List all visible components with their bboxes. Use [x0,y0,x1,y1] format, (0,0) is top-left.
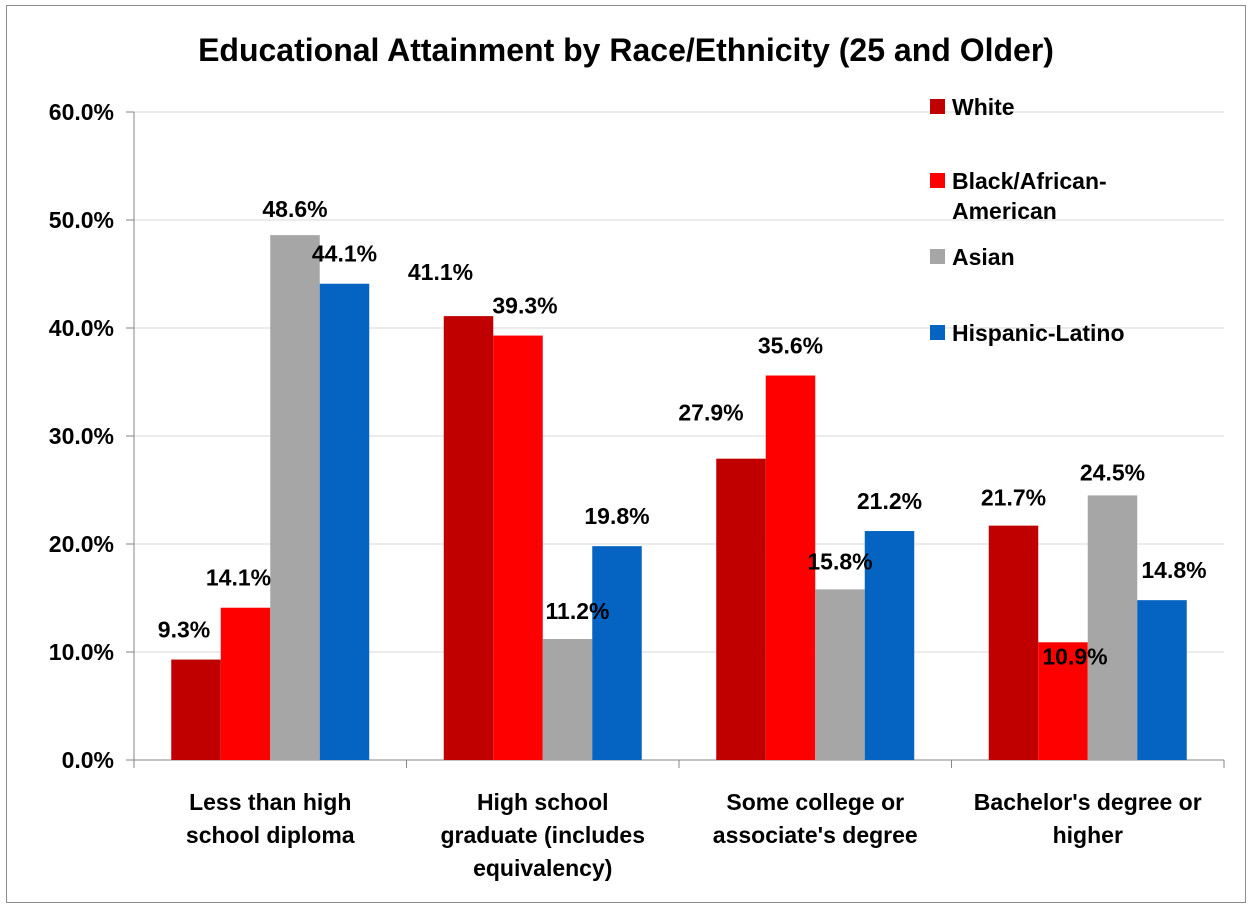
y-tick-label: 10.0% [49,639,114,665]
bar-white-2 [443,316,494,760]
legend-swatch-white [930,99,945,114]
x-category-label: High school [477,789,609,815]
bar-asian-3 [815,589,865,760]
data-label: 35.6% [758,333,823,359]
chart-title: Educational Attainment by Race/Ethnicity… [198,32,1054,68]
data-label: 11.2% [546,598,610,624]
legend-label-line: American [952,198,1057,224]
legend-label-hispanic-latino: Hispanic-Latino [952,320,1125,346]
legend-item-asian: Asian [930,242,1152,272]
x-category-label: Less than high [189,789,351,815]
legend-label-black-african-american: Black/African- American [952,166,1152,226]
data-label: 21.7% [981,485,1046,511]
bar-black-african-american-3 [765,375,816,760]
data-label: 24.5% [1080,459,1145,485]
bar-white-1 [171,659,221,760]
legend-item-hispanic-latino: Hispanic-Latino [930,318,1152,348]
data-label: 48.6% [262,196,327,222]
data-label: 21.2% [857,488,922,514]
bar-black-african-american-2 [493,335,543,760]
y-tick-label: 50.0% [49,207,114,233]
bar-asian-1 [270,235,320,760]
x-category-label: graduate (includes [441,822,645,848]
bar-hispanic-latino-1 [319,283,370,760]
data-label: 15.8% [807,548,872,574]
legend-label-white: White [952,94,1015,120]
x-category-label: school diploma [186,822,355,848]
data-label: 44.1% [312,241,377,267]
bar-black-african-american-1 [220,607,271,760]
x-category-label: higher [1053,822,1123,848]
data-label: 14.1% [206,565,271,591]
legend-label-line: Black/African- [952,168,1107,194]
y-tick-label: 40.0% [49,315,114,341]
bar-asian-4 [1087,495,1138,760]
bar-white-3 [716,458,766,760]
y-tick-label: 30.0% [49,423,114,449]
data-label: 10.9% [1042,643,1107,669]
data-label: 9.3% [158,617,210,643]
bar-hispanic-latino-4 [1137,600,1187,760]
y-tick-label: 60.0% [49,99,114,125]
bar-white-4 [988,525,1039,760]
data-label: 41.1% [408,259,473,285]
data-label: 27.9% [678,400,743,426]
legend-swatch-hispanic-latino [930,325,945,340]
legend-item-black-african-american: Black/African- American [930,166,1152,226]
x-category-label: associate's degree [713,822,918,848]
bar-hispanic-latino-3 [864,531,915,760]
x-category-label: Some college or [726,789,904,815]
data-label: 19.8% [584,503,649,529]
legend-swatch-black-african-american [930,173,945,188]
x-category-label: equivalency) [473,855,612,881]
bar-hispanic-latino-2 [592,546,642,760]
legend-label-asian: Asian [952,244,1015,270]
bar-asian-2 [542,639,593,760]
legend-swatch-asian [930,249,945,264]
x-category-label: Bachelor's degree or [974,789,1202,815]
legend-item-white: White [930,92,1152,122]
data-label: 39.3% [492,293,557,319]
y-tick-label: 20.0% [49,531,114,557]
bar-black-african-american-4 [1038,642,1088,760]
data-label: 14.8% [1141,557,1206,583]
y-tick-label: 0.0% [62,747,114,773]
